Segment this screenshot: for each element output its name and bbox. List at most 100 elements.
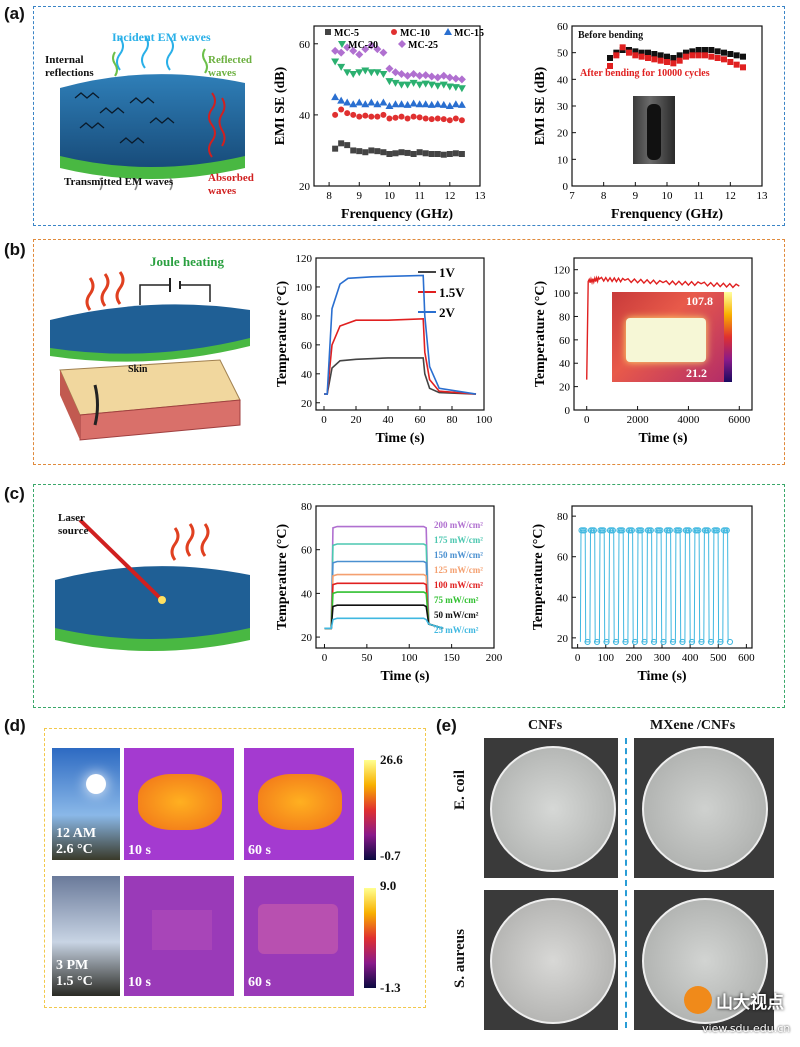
data-point [421, 80, 430, 88]
thermal-12am-60s [244, 748, 354, 860]
data-point [422, 115, 429, 122]
series-bending [607, 44, 746, 71]
plot-frame [573, 257, 753, 411]
x-tick-label: 10 [662, 190, 674, 202]
x-tick-label: 12 [725, 190, 736, 202]
data-point [355, 69, 364, 77]
data-point [434, 115, 441, 122]
series-mc-10 [332, 106, 465, 124]
y-tick-label: 80 [559, 311, 571, 323]
data-point [708, 47, 715, 53]
chart-photothermal-cycling: 0 100 200 300 400 500 600 20 40 60 80 Time (s) Tempe… [531, 505, 755, 684]
daytime-photo-12am [52, 748, 120, 860]
x-axis-label: Frenquency (GHz) [341, 207, 453, 222]
data-point [397, 100, 406, 108]
x-tick-label: 200 [626, 652, 643, 664]
legend-label: 175 mW/cm² [434, 535, 483, 545]
cnf-substrate [55, 628, 250, 651]
d-12am-60s-label: 60 s [248, 843, 271, 858]
data-point [427, 81, 436, 89]
data-point [355, 98, 364, 106]
petri-mxene-saureus [634, 890, 774, 1030]
thermal-3pm-60s [244, 876, 354, 996]
panel-d-frame [44, 728, 426, 1008]
x-tick-label: 100 [401, 652, 418, 664]
data-point [374, 148, 381, 155]
data-point [702, 52, 708, 59]
data-point [670, 60, 677, 67]
data-point [651, 56, 658, 63]
data-point [409, 99, 418, 107]
x-tick-label: 4000 [677, 414, 700, 426]
y-tick-label: 60 [557, 552, 569, 564]
x-tick-label: 50 [361, 652, 373, 664]
x-tick-label: 0 [584, 414, 590, 426]
d-row2-temp: 1.5 °C [56, 974, 93, 989]
data-point [613, 52, 620, 59]
x-tick-label: 600 [738, 652, 755, 664]
x-axis-label: Frenquency (GHz) [611, 207, 723, 222]
data-point [670, 55, 677, 61]
data-point [458, 151, 465, 157]
x-tick-label: 0 [322, 652, 328, 664]
data-point [714, 55, 721, 61]
x-tick-label: 80 [447, 414, 459, 426]
y-tick-label: 120 [296, 253, 313, 265]
data-point [439, 81, 448, 89]
x-axis-label: Time (s) [380, 669, 429, 684]
d-row1-temp: 2.6 °C [56, 842, 93, 857]
series-line [324, 525, 444, 630]
legend-label: MC-10 [400, 28, 430, 39]
series-line [324, 617, 444, 630]
photothermal-schematic [55, 518, 250, 651]
data-point [355, 50, 364, 59]
data-point [337, 63, 346, 71]
data-point [676, 57, 683, 64]
data-point [445, 102, 454, 109]
legend-label: After bending for 10000 cycles [580, 68, 710, 79]
data-point [638, 49, 645, 56]
panel-label-d: (d) [4, 716, 26, 735]
data-point [403, 71, 412, 80]
panel-a-frame [33, 6, 785, 226]
mxene-layers [60, 74, 245, 171]
data-point [338, 140, 345, 147]
d-scale2-max: 9.0 [380, 878, 397, 893]
data-point [451, 84, 460, 92]
plot-frame [313, 25, 481, 187]
panel-label-c: (c) [4, 484, 25, 503]
y-tick-label: 40 [299, 110, 311, 122]
data-point [379, 48, 388, 57]
series-line [324, 357, 477, 395]
y-tick-label: 60 [299, 39, 311, 51]
data-point [708, 53, 715, 60]
x-axis-label: Time (s) [637, 669, 686, 684]
data-point [433, 82, 442, 90]
x-tick-label: 13 [475, 190, 487, 202]
series-line [324, 604, 444, 630]
y-tick-label: 60 [557, 21, 569, 33]
data-point [350, 111, 357, 118]
colorbar-12am [364, 760, 376, 860]
x-tick-label: 6000 [728, 414, 751, 426]
x-tick-label: 500 [710, 652, 727, 664]
x-tick-label: 11 [693, 190, 704, 202]
skin-label: Skin [128, 364, 148, 375]
watermark-url: view.sdu.edu.cn [702, 1022, 791, 1035]
d-row2-label: 3 PM 1.5 °C [56, 958, 93, 990]
legend-marker [398, 40, 406, 48]
x-tick-label: 60 [415, 414, 427, 426]
data-point [338, 106, 345, 113]
legend-marker [338, 41, 346, 48]
legend-label: 1V [439, 265, 456, 280]
legend-label: 1.5V [439, 285, 465, 300]
data-point [619, 44, 626, 51]
legend-label: 125 mW/cm² [434, 565, 483, 575]
legend-label: 200 mW/cm² [434, 520, 483, 530]
data-point [428, 151, 435, 157]
y-tick-label: 80 [301, 501, 313, 513]
series-line [324, 582, 444, 630]
data-point [458, 117, 465, 124]
legend-label: 100 mW/cm² [434, 580, 483, 590]
data-point [385, 102, 394, 109]
